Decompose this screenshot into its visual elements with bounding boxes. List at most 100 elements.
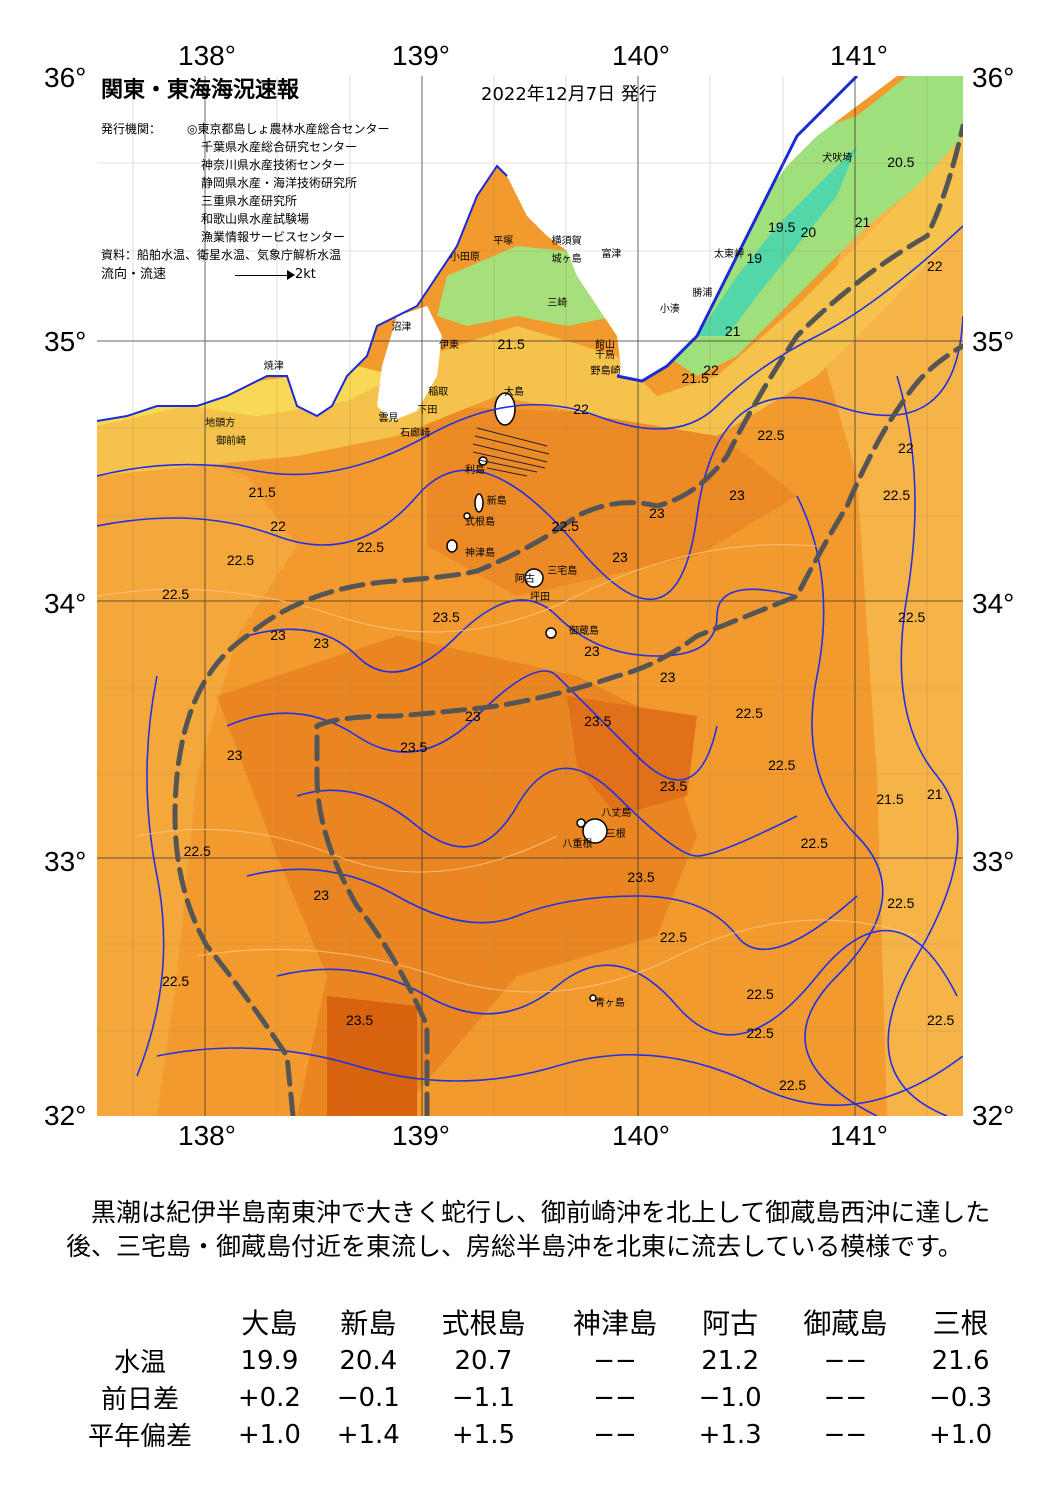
temperature-label: 23 bbox=[659, 668, 676, 685]
table-cell: 21.2 bbox=[701, 1345, 760, 1376]
coastline-boso bbox=[616, 76, 859, 383]
table-header-cell: 三根 bbox=[932, 1307, 989, 1340]
temperature-label: 20 bbox=[800, 224, 817, 241]
table-cell: +1.0 bbox=[237, 1419, 301, 1450]
table-cell: 19.9 bbox=[240, 1345, 299, 1376]
temperature-label: 19.5 bbox=[768, 219, 796, 235]
issuer-6: 和歌山県水産試験場 bbox=[201, 212, 310, 226]
data-source: 資料：船舶水温、衛星水温、気象庁解析水温 bbox=[101, 248, 342, 262]
temperature-label: 20.5 bbox=[887, 154, 915, 170]
place-label: 阿古 bbox=[514, 574, 535, 585]
place-label: 利島 bbox=[465, 464, 486, 476]
place-label: 青ヶ島 bbox=[594, 997, 625, 1009]
place-label: 稲取 bbox=[428, 386, 449, 398]
issuer-4: 静岡県水産・海洋技術研究所 bbox=[201, 176, 358, 190]
table-cell: 20.7 bbox=[454, 1345, 513, 1376]
table-cell: −− bbox=[593, 1345, 637, 1376]
observation-table: 大島 新島 式根島 神津島 阿古 御蔵島 三根 水温 19.9 20.4 20.… bbox=[60, 1302, 1010, 1453]
temperature-label: 22.5 bbox=[659, 928, 688, 945]
temperature-label: 22.5 bbox=[356, 538, 385, 555]
place-label: 御前崎 bbox=[216, 436, 247, 448]
table-header-cell: 新島 bbox=[340, 1307, 397, 1340]
temperature-label: 21 bbox=[724, 323, 741, 339]
issuer-1: ◎東京都島しょ農林水産総合センター bbox=[187, 122, 390, 136]
island-niijima bbox=[474, 493, 484, 513]
temperature-label: 23.5 bbox=[659, 778, 688, 794]
table-header-cell: 阿古 bbox=[702, 1307, 759, 1340]
place-label: 新島 bbox=[486, 496, 507, 507]
place-label: 城ヶ島 bbox=[551, 254, 582, 266]
lat-label-right-36: 36° bbox=[972, 62, 1015, 93]
lon-label-top-140: 140° bbox=[612, 40, 670, 71]
temperature-label: 22 bbox=[927, 258, 943, 274]
table-cell: +1.4 bbox=[336, 1419, 400, 1450]
map-canvas bbox=[97, 76, 963, 1116]
table-cell: −1.0 bbox=[698, 1382, 762, 1413]
lat-label-right-32: 32° bbox=[972, 1100, 1015, 1131]
place-label: 雲見 bbox=[378, 412, 399, 424]
temperature-label: 22.5 bbox=[551, 518, 579, 534]
temperature-label: 22.5 bbox=[768, 757, 796, 774]
place-label: 沼津 bbox=[391, 321, 412, 333]
issuer-2: 千葉県水産総合研究センター bbox=[201, 140, 358, 154]
temperature-label: 22.5 bbox=[898, 609, 926, 625]
place-label: 坪田 bbox=[530, 592, 550, 604]
temperature-label: 23.5 bbox=[584, 713, 612, 729]
place-label: 平塚 bbox=[493, 236, 514, 247]
current-vectors bbox=[472, 427, 550, 477]
sea-hot-hachijo bbox=[567, 696, 697, 816]
issuer-3: 神奈川県水産技術センター bbox=[201, 158, 346, 172]
table-cell: −− bbox=[593, 1419, 637, 1450]
coastline-west bbox=[97, 164, 508, 422]
place-label: 御蔵島 bbox=[568, 626, 599, 637]
temperature-label: 22.5 bbox=[161, 973, 190, 989]
place-label: 三宅島 bbox=[547, 566, 578, 578]
temperature-label: 22.5 bbox=[882, 486, 911, 503]
island-hachijojima bbox=[582, 818, 608, 844]
row-label: 水温 bbox=[113, 1348, 166, 1378]
temperature-label: 21 bbox=[927, 785, 943, 802]
lon-label-bottom-140: 140° bbox=[612, 1120, 670, 1151]
isotherms bbox=[97, 225, 963, 1116]
issuer-5: 三重県水産研究所 bbox=[201, 194, 298, 208]
table-cell: +1.5 bbox=[451, 1419, 516, 1450]
table-header-cell: 大島 bbox=[241, 1307, 298, 1340]
table-cell: −1.1 bbox=[451, 1382, 516, 1413]
place-label: 大島 bbox=[504, 386, 525, 398]
place-label: 太東岬 bbox=[714, 249, 745, 260]
table-header-row: 大島 新島 式根島 神津島 阿古 御蔵島 三根 bbox=[60, 1302, 1010, 1342]
isotherms-minor bbox=[97, 544, 918, 993]
temperature-label: 23 bbox=[612, 549, 628, 566]
temperature-label: 22.5 bbox=[927, 1012, 955, 1028]
place-label: 三崎 bbox=[547, 298, 568, 310]
issuers-label: 発行機関： bbox=[101, 122, 162, 136]
temperature-label: 23 bbox=[729, 486, 745, 503]
table-cell: −− bbox=[823, 1382, 868, 1413]
temperature-label: 22.5 bbox=[226, 551, 255, 568]
lat-label-right-34: 34° bbox=[972, 588, 1015, 619]
table-cell: +0.2 bbox=[237, 1382, 301, 1413]
place-label: 勝浦 bbox=[692, 288, 713, 299]
place-label: 野島崎 bbox=[590, 366, 621, 377]
lat-label-left-34: 34° bbox=[44, 588, 87, 619]
place-label: 八丈島 bbox=[601, 808, 632, 819]
temperature-label: 22.5 bbox=[183, 843, 211, 859]
temperature-label: 22 bbox=[573, 401, 589, 417]
place-label: 横須賀 bbox=[551, 236, 582, 247]
lat-label-left-35: 35° bbox=[44, 326, 87, 357]
lat-label-left-36: 36° bbox=[44, 62, 87, 93]
temperature-label: 22 bbox=[270, 518, 286, 534]
temperature-label: 23.5 bbox=[432, 609, 460, 625]
table-cell: −0.3 bbox=[928, 1382, 993, 1413]
temperature-label: 23 bbox=[313, 635, 330, 651]
legend-speed: 2kt bbox=[295, 267, 316, 282]
issue-date: 2022年12月7日 発行 bbox=[481, 84, 657, 105]
temperature-label: 22.5 bbox=[735, 705, 763, 722]
table-header-cell: 式根島 bbox=[441, 1307, 526, 1340]
temperature-label: 22.5 bbox=[778, 1077, 807, 1093]
island-hachijokojima bbox=[576, 818, 586, 828]
table-row: 平年偏差 +1.0 +1.4 +1.5 −− +1.3 −− +1.0 bbox=[60, 1416, 1010, 1453]
temperature-label: 22.5 bbox=[161, 585, 190, 602]
island-shikinejima bbox=[463, 512, 471, 520]
place-label: 八重根 bbox=[562, 839, 593, 851]
